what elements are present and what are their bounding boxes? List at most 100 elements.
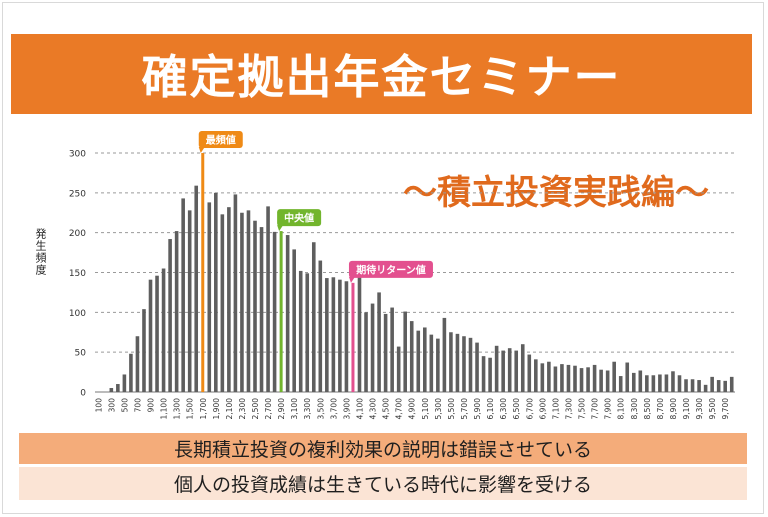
x-tick-label: 3,700 bbox=[329, 398, 338, 420]
histogram-bar bbox=[305, 273, 310, 392]
histogram-bar bbox=[729, 376, 734, 392]
histogram-bar bbox=[246, 210, 251, 392]
histogram-bar bbox=[429, 334, 434, 392]
histogram-bar bbox=[155, 275, 159, 392]
histogram-bar bbox=[344, 281, 349, 392]
x-tick-label: 7,300 bbox=[564, 398, 573, 420]
histogram-bar bbox=[409, 321, 414, 392]
histogram-bar bbox=[311, 242, 316, 392]
statement-2: 個人の投資成績は生きている時代に影響を受ける bbox=[19, 467, 747, 500]
x-tick-label: 9,300 bbox=[695, 398, 704, 420]
x-tick-labels: 100 300 500 700 900 1,100 1,300 1,500 1,700 1,900… bbox=[94, 398, 730, 420]
histogram-bar bbox=[625, 362, 630, 392]
histogram-bar bbox=[716, 380, 721, 392]
histogram-bar bbox=[135, 336, 140, 392]
x-tick-label: 4,900 bbox=[408, 398, 417, 420]
x-tick-label: 7,500 bbox=[578, 398, 587, 420]
x-tick-label: 1,300 bbox=[173, 398, 182, 420]
y-tick-label: 250 bbox=[69, 189, 86, 199]
histogram-bar bbox=[442, 317, 447, 392]
histogram-bar bbox=[364, 312, 368, 392]
histogram-bar bbox=[174, 231, 179, 392]
histogram-bar bbox=[298, 270, 303, 392]
histogram-bar bbox=[390, 307, 394, 392]
x-tick-label: 9,500 bbox=[708, 398, 717, 420]
histogram-bar bbox=[370, 303, 375, 392]
histogram-bar bbox=[233, 194, 238, 392]
marker-label-box bbox=[348, 260, 433, 278]
histogram-bar bbox=[396, 346, 401, 392]
marker-label: 期待リターン値 bbox=[356, 263, 426, 276]
histogram-bar bbox=[514, 350, 519, 392]
histogram-bar bbox=[207, 202, 212, 392]
marker-line bbox=[279, 231, 283, 392]
histogram-bar bbox=[671, 371, 675, 392]
x-tick-label: 1,900 bbox=[212, 398, 221, 420]
histogram-bar bbox=[214, 192, 218, 392]
x-tick-label: 6,500 bbox=[512, 398, 521, 420]
histogram-bar bbox=[187, 210, 192, 392]
x-tick-label: 9,700 bbox=[721, 398, 730, 420]
histogram-bar bbox=[462, 336, 466, 392]
x-tick-label: 8,900 bbox=[669, 398, 678, 420]
subtitle: ～積立投資実践編～ bbox=[403, 172, 709, 213]
x-tick-label: 8,100 bbox=[617, 398, 626, 420]
histogram-bar bbox=[318, 260, 323, 392]
x-tick-label: 8,300 bbox=[630, 398, 639, 420]
histogram-bar bbox=[468, 337, 473, 392]
histogram-bar bbox=[553, 366, 558, 392]
histogram-bar bbox=[612, 361, 616, 392]
histogram-bar bbox=[723, 380, 727, 392]
histogram-bar bbox=[403, 311, 407, 392]
histogram-bar bbox=[168, 239, 172, 392]
histogram-bar bbox=[527, 354, 532, 392]
histogram-bar bbox=[122, 374, 127, 392]
x-tick-label: 4,100 bbox=[355, 398, 364, 420]
x-tick-label: 3,300 bbox=[303, 398, 312, 420]
x-tick-label: 6,700 bbox=[525, 398, 534, 420]
histogram-bar bbox=[109, 388, 114, 392]
histogram-bar bbox=[586, 367, 590, 392]
histogram-bar bbox=[573, 365, 577, 392]
histogram-bar bbox=[220, 214, 225, 392]
y-tick-label: 0 bbox=[80, 389, 86, 399]
histogram-bar bbox=[148, 279, 153, 392]
x-tick-label: 2,900 bbox=[277, 398, 286, 420]
histogram-bar bbox=[116, 384, 120, 392]
histogram-bar bbox=[560, 364, 564, 392]
histogram-bar bbox=[566, 364, 571, 392]
histogram-bar bbox=[710, 376, 714, 392]
x-tick-label: 100 bbox=[94, 398, 103, 413]
histogram-bar bbox=[547, 361, 551, 392]
x-tick-label: 1,500 bbox=[186, 398, 195, 420]
x-tick-label: 6,300 bbox=[499, 398, 508, 420]
y-tick-label: 200 bbox=[69, 229, 86, 239]
histogram-bar bbox=[325, 278, 329, 392]
marker-pointer bbox=[277, 225, 284, 232]
histogram-bar bbox=[494, 345, 499, 392]
x-tick-label: 4,300 bbox=[369, 398, 378, 420]
marker-label-box bbox=[277, 209, 322, 227]
x-tick-label: 500 bbox=[120, 398, 129, 413]
histogram-bar bbox=[645, 375, 649, 392]
histogram-bar bbox=[703, 384, 708, 392]
x-tick-label: 5,500 bbox=[447, 398, 456, 420]
marker-label: 中央値 bbox=[284, 212, 314, 225]
histogram-bar bbox=[690, 379, 695, 392]
x-tick-label: 4,500 bbox=[382, 398, 391, 420]
histogram-bar bbox=[631, 372, 636, 392]
histogram-bar bbox=[423, 327, 427, 392]
histogram-bar bbox=[142, 309, 146, 392]
histogram-bar bbox=[436, 338, 440, 392]
histogram-bar bbox=[520, 344, 525, 392]
x-tick-label: 5,300 bbox=[434, 398, 443, 420]
x-tick-label: 5,900 bbox=[473, 398, 482, 420]
histogram-bar bbox=[592, 364, 597, 392]
x-tick-label: 3,900 bbox=[342, 398, 351, 420]
histogram-bar bbox=[481, 356, 486, 392]
y-axis-label: 発生頻度 bbox=[34, 228, 47, 276]
x-tick-label: 8,500 bbox=[643, 398, 652, 420]
histogram-bar bbox=[253, 220, 257, 392]
